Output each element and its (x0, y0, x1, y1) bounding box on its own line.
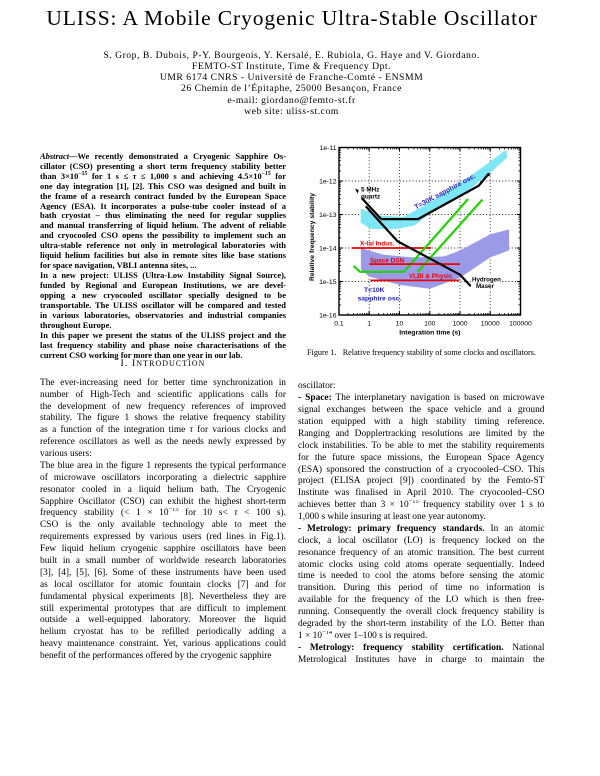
svg-text:quartz: quartz (361, 194, 380, 201)
svg-text:VLBI & Physic: VLBI & Physic (409, 273, 453, 280)
svg-text:1e-14: 1e-14 (319, 245, 337, 252)
svg-text:0.1: 0.1 (334, 321, 344, 328)
svg-text:1e-12: 1e-12 (319, 178, 337, 185)
svg-text:Relative frequency stability: Relative frequency stability (309, 193, 316, 281)
svg-text:Space DSN: Space DSN (370, 258, 404, 265)
svg-text:5 MHz: 5 MHz (361, 187, 379, 194)
svg-text:100000: 100000 (509, 321, 532, 328)
svg-text:T<10K: T<10K (364, 287, 385, 294)
svg-text:1e-15: 1e-15 (319, 279, 337, 286)
svg-text:10: 10 (396, 321, 404, 328)
svg-text:X-tal Indus.: X-tal Indus. (360, 241, 395, 248)
svg-text:1e-16: 1e-16 (319, 312, 337, 319)
svg-text:Hydrogen: Hydrogen (472, 277, 501, 284)
svg-text:Integration time (s): Integration time (s) (399, 330, 460, 337)
svg-text:10000: 10000 (481, 321, 500, 328)
svg-text:Maser: Maser (476, 283, 494, 290)
svg-text:1: 1 (367, 321, 371, 328)
svg-text:sapphire osc.: sapphire osc. (358, 296, 402, 303)
svg-text:100: 100 (424, 321, 436, 328)
svg-text:1e-11: 1e-11 (320, 145, 337, 152)
svg-text:1000: 1000 (452, 321, 467, 328)
svg-text:1e-13: 1e-13 (319, 212, 337, 219)
